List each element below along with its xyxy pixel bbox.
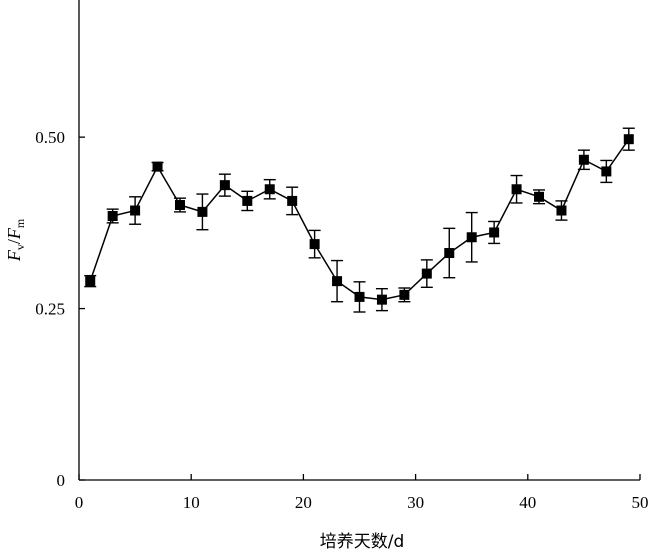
x-tick-label: 40 <box>519 493 536 512</box>
y-axis-title-sub1: v <box>13 244 27 250</box>
ticks: 0 10 20 30 40 50 0 0.25 0.50 <box>35 128 648 512</box>
data-point <box>242 195 253 206</box>
y-axis-title-main1: F <box>4 249 24 262</box>
x-tick-label: 30 <box>407 493 424 512</box>
x-tick-label: 0 <box>75 493 84 512</box>
x-tick-label: 50 <box>632 493 649 512</box>
data-point <box>85 276 96 287</box>
series-line <box>89 138 630 301</box>
data-point <box>489 227 500 238</box>
data-point <box>421 268 432 279</box>
y-tick-label: 0 <box>57 471 66 490</box>
data-point <box>578 154 589 165</box>
data-point <box>556 205 567 216</box>
data-point <box>107 211 118 221</box>
data-point <box>601 166 612 177</box>
axes <box>78 0 640 481</box>
data-point <box>466 232 477 243</box>
data-point <box>309 239 320 250</box>
x-tick-label: 20 <box>295 493 312 512</box>
data-point <box>219 180 230 191</box>
data-point <box>287 195 298 206</box>
data-point <box>511 184 522 195</box>
data-point <box>264 184 275 195</box>
data-point <box>332 276 343 287</box>
data-point <box>197 206 208 217</box>
data-point <box>444 248 455 259</box>
x-axis-title: 培养天数/d <box>320 532 405 552</box>
data-point <box>376 294 387 305</box>
y-axis-title-main2: F <box>4 227 24 240</box>
data-point <box>534 191 545 202</box>
data-point <box>399 289 410 300</box>
y-tick-label: 0.25 <box>35 300 65 319</box>
data-point <box>623 134 634 145</box>
series <box>84 127 635 313</box>
y-axis-title: Fv/Fm <box>4 218 27 262</box>
x-tick-label: 10 <box>183 493 200 512</box>
data-point <box>130 205 141 216</box>
y-axis-title-slash: / <box>4 239 24 244</box>
data-point <box>152 161 163 172</box>
data-point <box>354 291 365 302</box>
y-axis-title-sub2: m <box>13 218 27 228</box>
data-point <box>174 200 185 211</box>
y-tick-label: 0.50 <box>35 128 65 147</box>
